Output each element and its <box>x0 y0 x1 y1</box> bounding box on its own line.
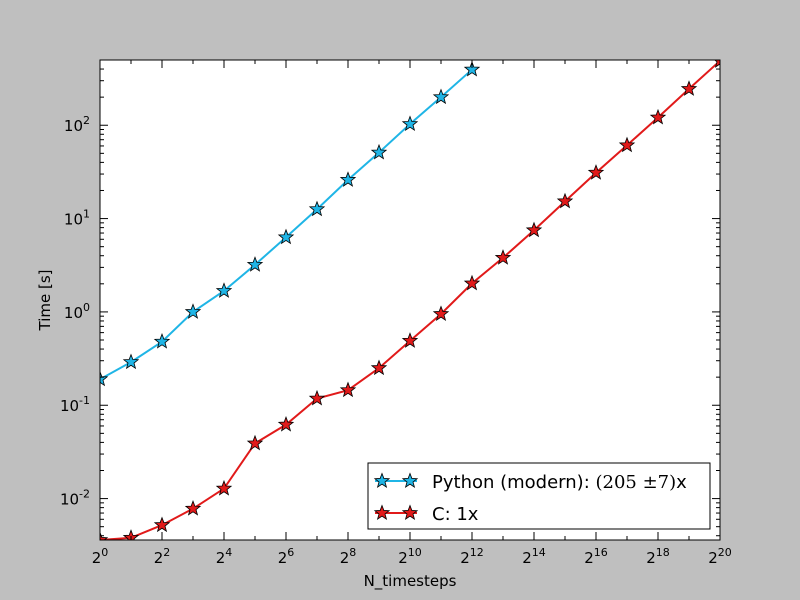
series-1 <box>100 60 720 540</box>
x-axis-label: N_timesteps <box>364 572 457 591</box>
data-point <box>308 389 326 406</box>
legend-label: C: 1x <box>432 504 479 525</box>
data-point <box>277 415 295 432</box>
x-tick-label: 26 <box>278 546 295 567</box>
data-point <box>246 434 264 451</box>
y-tick-label: 10-2 <box>60 488 90 509</box>
data-point <box>339 381 357 398</box>
data-point <box>215 282 233 298</box>
data-point <box>432 88 450 105</box>
data-point <box>184 500 202 516</box>
data-point <box>153 516 171 533</box>
x-tick-label: 20 <box>92 546 109 567</box>
data-point <box>525 221 543 238</box>
data-point <box>494 249 512 265</box>
data-point <box>100 370 109 387</box>
legend: Python (modern): (205 ±7)x C: 1x <box>367 462 711 530</box>
legend-marker <box>401 504 419 520</box>
x-tick-label: 210 <box>398 546 422 567</box>
data-point <box>122 353 140 370</box>
data-point <box>215 479 233 496</box>
data-point <box>246 256 264 272</box>
data-point <box>401 115 419 132</box>
x-tick-label: 24 <box>216 546 233 567</box>
data-point <box>339 171 357 187</box>
y-tick-label: 101 <box>64 208 90 229</box>
data-point <box>122 529 140 540</box>
x-tick-label: 212 <box>460 546 484 567</box>
data-point <box>714 60 720 68</box>
y-tick-label: 10-1 <box>60 394 90 415</box>
data-point <box>277 228 295 245</box>
x-tick-label: 218 <box>646 546 670 567</box>
legend-box <box>367 462 711 530</box>
data-point <box>556 192 574 209</box>
data-point <box>308 200 326 217</box>
data-point <box>463 60 481 77</box>
plot-area <box>100 60 720 540</box>
x-tick-label: 22 <box>154 546 171 567</box>
x-tick-label: 220 <box>708 546 732 567</box>
data-point <box>184 303 202 319</box>
data-point <box>401 332 419 348</box>
y-tick-label: 102 <box>64 114 90 135</box>
y-axis-label: Time [s] <box>36 270 54 332</box>
legend-marker <box>373 504 391 520</box>
data-point <box>618 136 636 153</box>
data-point <box>680 80 698 96</box>
x-tick-label: 214 <box>522 546 546 567</box>
series-0 <box>100 60 481 387</box>
data-point <box>587 164 605 180</box>
data-point <box>463 274 481 291</box>
data-point <box>370 143 388 160</box>
legend-marker <box>373 472 391 488</box>
x-tick-label: 28 <box>340 546 357 567</box>
data-point <box>153 333 171 349</box>
data-point <box>649 108 667 125</box>
x-tick-label: 216 <box>584 546 608 567</box>
data-point <box>370 359 388 376</box>
legend-marker <box>401 472 419 488</box>
data-point <box>100 531 109 540</box>
legend-label: Python (modern): (205 ±7)x <box>432 472 687 493</box>
series-layer <box>100 60 720 540</box>
data-point <box>432 305 450 321</box>
y-tick-label: 100 <box>64 301 90 322</box>
